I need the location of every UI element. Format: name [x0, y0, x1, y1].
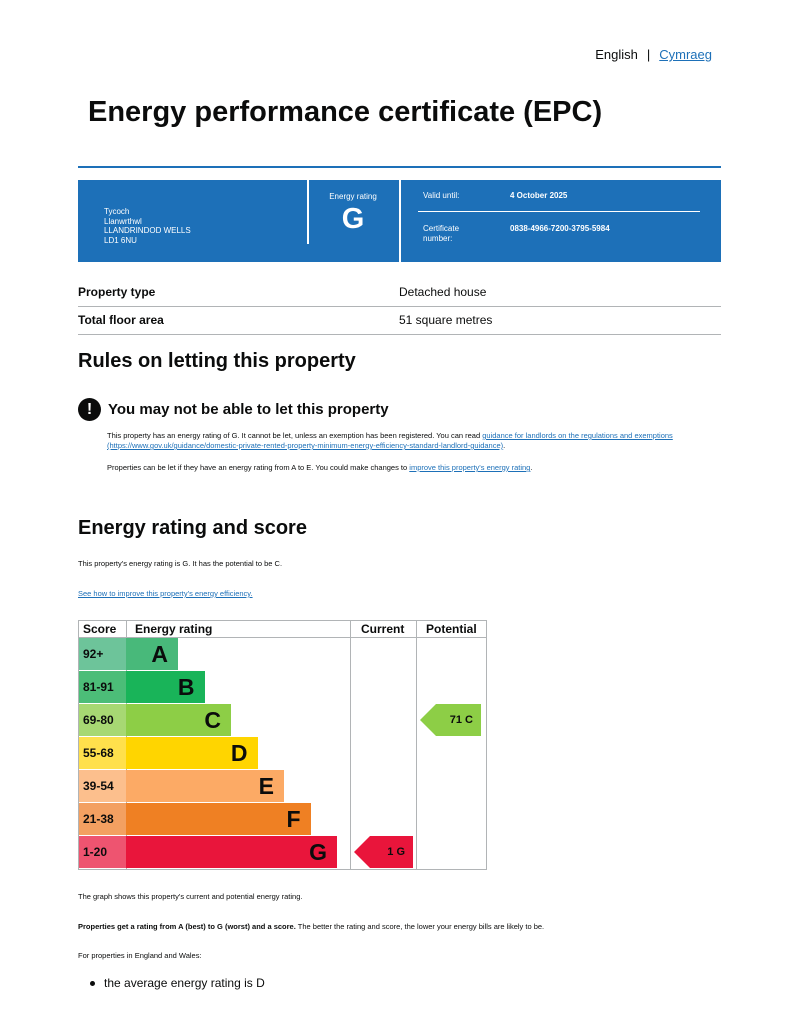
graph-note: The graph shows this property's current … [78, 892, 303, 901]
band-bar: A [126, 638, 178, 670]
band-letter: D [230, 740, 248, 766]
band-letter: B [177, 674, 195, 700]
rating-link-wrap: See how to improve this property's energ… [78, 589, 721, 599]
summary-row-floor-area: Total floor area 51 square metres [78, 306, 721, 335]
banner-rule [418, 211, 700, 212]
band-bar: C [126, 704, 231, 736]
valid-until-label: Valid until: [423, 191, 460, 200]
banner-divider [307, 180, 309, 244]
band-score: 55-68 [79, 737, 126, 769]
band-letter: C [204, 707, 221, 733]
band-bar: D [126, 737, 258, 769]
letting-warning: ! You may not be able to let this proper… [78, 398, 389, 421]
band-bar: F [126, 803, 311, 835]
current-rating-arrow: 1 G [354, 836, 413, 868]
certificate-number-label: Certificate number: [423, 224, 460, 243]
chart-divider [416, 621, 417, 869]
certificate-banner: Tycoch Llanwrthwl LLANDRINDOD WELLS LD1 … [78, 180, 721, 262]
chart-header-rule [79, 637, 486, 638]
rating-explanation-rest: The better the rating and score, the low… [295, 922, 545, 931]
summary-row-property-type: Property type Detached house [78, 278, 721, 307]
band-bar: G [126, 836, 337, 868]
header-energy-rating: Energy rating [135, 622, 213, 636]
language-separator: | [646, 47, 651, 62]
list-item: the average energy rating is D [90, 976, 265, 990]
header-current: Current [361, 622, 405, 636]
energy-rating-value: G [341, 203, 365, 235]
energy-rating-chart: Score Energy rating Current Potential 92… [78, 620, 487, 870]
letting-text: This property has an energy rating of G.… [107, 431, 481, 440]
summary-label: Total floor area [78, 313, 164, 327]
page-title: Energy performance certificate (EPC) [88, 96, 603, 128]
band-score: 92+ [79, 638, 126, 670]
current-rating-arrow-label: 1 G [387, 846, 405, 858]
warning-icon: ! [78, 398, 101, 421]
band-letter: E [258, 773, 274, 799]
address-line: LD1 6NU [104, 235, 137, 245]
letting-paragraph-1: This property has an energy rating of G.… [107, 431, 717, 451]
improve-efficiency-link[interactable]: See how to improve this property's energ… [78, 589, 253, 598]
warning-text: You may not be able to let this property [108, 401, 389, 418]
header-potential: Potential [426, 622, 477, 636]
header-score: Score [83, 622, 117, 636]
address-line: LLANDRINDOD WELLS [104, 226, 191, 235]
energy-rating-label: Energy rating [329, 192, 377, 201]
list-item-text: the average energy rating is D [104, 976, 265, 990]
band-letter: A [151, 641, 168, 667]
letting-paragraph-2: Properties can be let if they have an en… [107, 463, 717, 473]
certificate-number-value: 0838-4966-7200-3795-5984 [510, 224, 610, 233]
address-line: Tycoch [104, 207, 130, 216]
band-score: 1-20 [79, 836, 126, 868]
band-score: 69-80 [79, 704, 126, 736]
title-divider [78, 166, 721, 168]
language-switcher: English | Cymraeg [595, 47, 712, 62]
band-score: 39-54 [79, 770, 126, 802]
band-score: 21-38 [79, 803, 126, 835]
band-letter: G [309, 839, 327, 865]
letting-text: Properties can be let if they have an en… [107, 463, 408, 472]
rating-explanation-bold: Properties get a rating from A (best) to… [78, 922, 296, 931]
summary-value: 51 square metres [399, 313, 493, 327]
bullet-icon [90, 980, 95, 986]
improve-rating-link[interactable]: improve this property's energy rating [409, 463, 531, 472]
band-bar: B [126, 671, 205, 703]
band-letter: F [286, 806, 301, 832]
england-wales-note: For properties in England and Wales: [78, 951, 202, 960]
letting-heading: Rules on letting this property [78, 350, 356, 372]
letting-text-end: . [503, 441, 506, 450]
valid-until-value: 4 October 2025 [510, 191, 568, 200]
potential-rating-arrow: 71 C [420, 704, 481, 736]
language-link-cymraeg[interactable]: Cymraeg [659, 47, 712, 62]
rating-explanation: Properties get a rating from A (best) to… [78, 922, 721, 932]
summary-value: Detached house [399, 285, 487, 299]
rating-heading: Energy rating and score [78, 517, 307, 539]
band-bar: E [126, 770, 284, 802]
language-current: English [595, 47, 638, 62]
banner-divider [399, 180, 401, 262]
address-line: Llanwrthwl [104, 216, 142, 226]
summary-label: Property type [78, 285, 156, 299]
chart-divider [350, 621, 351, 869]
band-score: 81-91 [79, 671, 126, 703]
rating-intro: This property's energy rating is G. It h… [78, 559, 283, 568]
potential-rating-arrow-label: 71 C [449, 714, 473, 726]
guidance-link[interactable]: guidance for landlords on the regulation… [107, 431, 673, 450]
property-address: Tycoch Llanwrthwl LLANDRINDOD WELLS LD1 … [104, 207, 191, 245]
letting-text-end: . [530, 463, 533, 472]
